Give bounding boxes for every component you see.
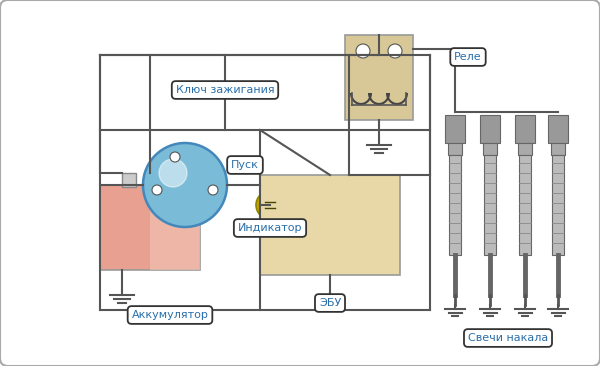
FancyBboxPatch shape: [484, 155, 496, 255]
FancyBboxPatch shape: [551, 143, 565, 155]
FancyBboxPatch shape: [548, 115, 568, 143]
Text: Реле: Реле: [454, 52, 482, 62]
FancyBboxPatch shape: [345, 35, 413, 120]
FancyBboxPatch shape: [519, 155, 531, 255]
Text: ЭБУ: ЭБУ: [319, 298, 341, 308]
FancyBboxPatch shape: [155, 173, 169, 187]
Circle shape: [152, 185, 162, 195]
Circle shape: [159, 159, 187, 187]
FancyBboxPatch shape: [260, 175, 400, 275]
FancyBboxPatch shape: [518, 143, 532, 155]
FancyBboxPatch shape: [445, 115, 465, 143]
Text: Ключ зажигания: Ключ зажигания: [176, 85, 274, 95]
Circle shape: [356, 44, 370, 58]
Circle shape: [208, 185, 218, 195]
FancyBboxPatch shape: [480, 115, 500, 143]
Circle shape: [262, 197, 278, 213]
Text: Пуск: Пуск: [231, 160, 259, 170]
FancyBboxPatch shape: [448, 143, 462, 155]
FancyBboxPatch shape: [515, 115, 535, 143]
FancyBboxPatch shape: [150, 185, 200, 270]
FancyBboxPatch shape: [483, 143, 497, 155]
Circle shape: [170, 152, 180, 162]
Circle shape: [143, 143, 227, 227]
FancyBboxPatch shape: [100, 185, 200, 270]
Circle shape: [388, 44, 402, 58]
Circle shape: [256, 191, 284, 219]
FancyBboxPatch shape: [552, 155, 564, 255]
FancyBboxPatch shape: [122, 173, 136, 187]
Text: Свечи накала: Свечи накала: [468, 333, 548, 343]
FancyBboxPatch shape: [449, 155, 461, 255]
Text: Аккумулятор: Аккумулятор: [131, 310, 208, 320]
Text: Индикатор: Индикатор: [238, 223, 302, 233]
